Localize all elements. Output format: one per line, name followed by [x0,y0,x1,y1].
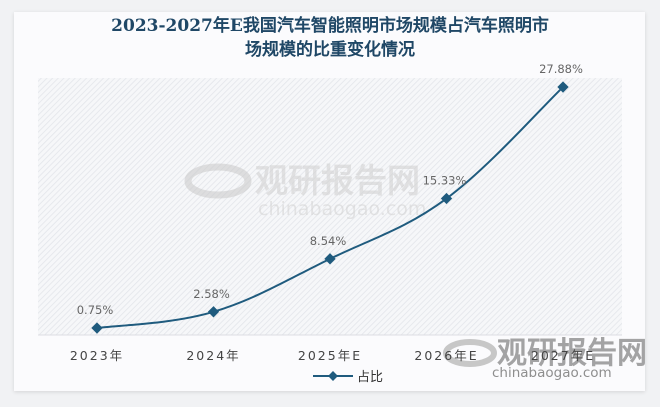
data-label: 8.54% [310,234,347,248]
svg-text:观研报告网: 观研报告网 [255,161,420,200]
chart-title-line1: 2023-2027年E我国汽车智能照明市场规模占汽车照明市 [111,16,549,36]
x-axis-tick-label: 2023年 [69,348,125,363]
data-label: 2.58% [193,287,230,301]
data-label: 27.88% [539,62,583,76]
x-axis-tick-label: 2026年E [414,348,479,363]
data-label: 0.75% [77,303,114,317]
data-point-marker [440,192,453,205]
chart-title: 2023-2027年E我国汽车智能照明市场规模占汽车照明市 场规模的比重变化情况 [0,14,660,62]
x-axis-tick-label: 2024年 [186,348,241,363]
data-label: 15.33% [423,174,467,188]
svg-text:chinabaogao.com: chinabaogao.com [492,365,612,381]
svg-text:chinabaogao.com: chinabaogao.com [258,198,426,220]
svg-text:观研报告网: 观研报告网 [497,336,647,371]
x-axis-tick-label: 2025年E [297,348,363,363]
data-point-marker [207,306,220,318]
legend-label: 占比 [357,370,384,385]
legend: 占比 [313,366,383,385]
watermark-corner: 观研报告网 chinabaogao.com [443,336,647,381]
chart-title-line2: 场规模的比重变化情况 [245,40,415,60]
watermark-center: 观研报告网 chinabaogao.com [184,161,426,220]
legend-line-marker-icon [313,370,353,381]
x-axis-tick-label: 2027年E [530,348,596,363]
plot-area [38,78,622,335]
